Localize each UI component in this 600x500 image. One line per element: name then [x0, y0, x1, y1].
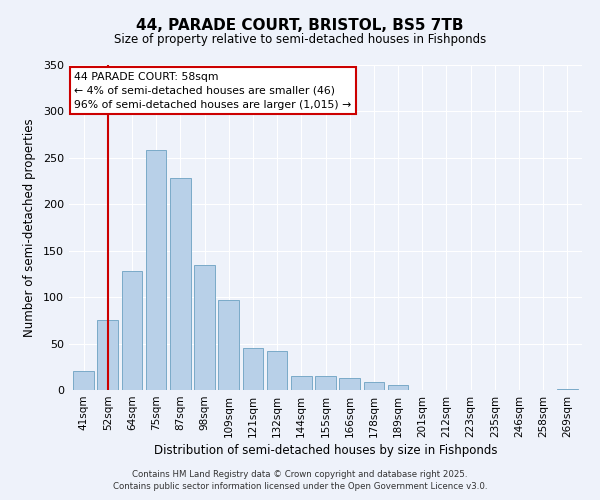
Bar	[340, 378, 360, 390]
Text: 44, PARADE COURT, BRISTOL, BS5 7TB: 44, PARADE COURT, BRISTOL, BS5 7TB	[136, 18, 464, 32]
Bar	[73, 372, 94, 390]
Text: 44 PARADE COURT: 58sqm
← 4% of semi-detached houses are smaller (46)
96% of semi: 44 PARADE COURT: 58sqm ← 4% of semi-deta…	[74, 72, 352, 110]
Text: Size of property relative to semi-detached houses in Fishponds: Size of property relative to semi-detach…	[114, 32, 486, 46]
Text: Contains public sector information licensed under the Open Government Licence v3: Contains public sector information licen…	[113, 482, 487, 491]
Bar	[291, 376, 311, 390]
Bar	[97, 320, 118, 390]
Text: Contains HM Land Registry data © Crown copyright and database right 2025.: Contains HM Land Registry data © Crown c…	[132, 470, 468, 479]
Bar	[557, 389, 578, 390]
Y-axis label: Number of semi-detached properties: Number of semi-detached properties	[23, 118, 36, 337]
Bar	[315, 376, 336, 390]
Bar	[267, 351, 287, 390]
Bar	[170, 178, 191, 390]
Bar	[364, 382, 384, 390]
X-axis label: Distribution of semi-detached houses by size in Fishponds: Distribution of semi-detached houses by …	[154, 444, 497, 457]
Bar	[218, 300, 239, 390]
Bar	[146, 150, 166, 390]
Bar	[194, 264, 215, 390]
Bar	[122, 271, 142, 390]
Bar	[242, 348, 263, 390]
Bar	[388, 386, 409, 390]
